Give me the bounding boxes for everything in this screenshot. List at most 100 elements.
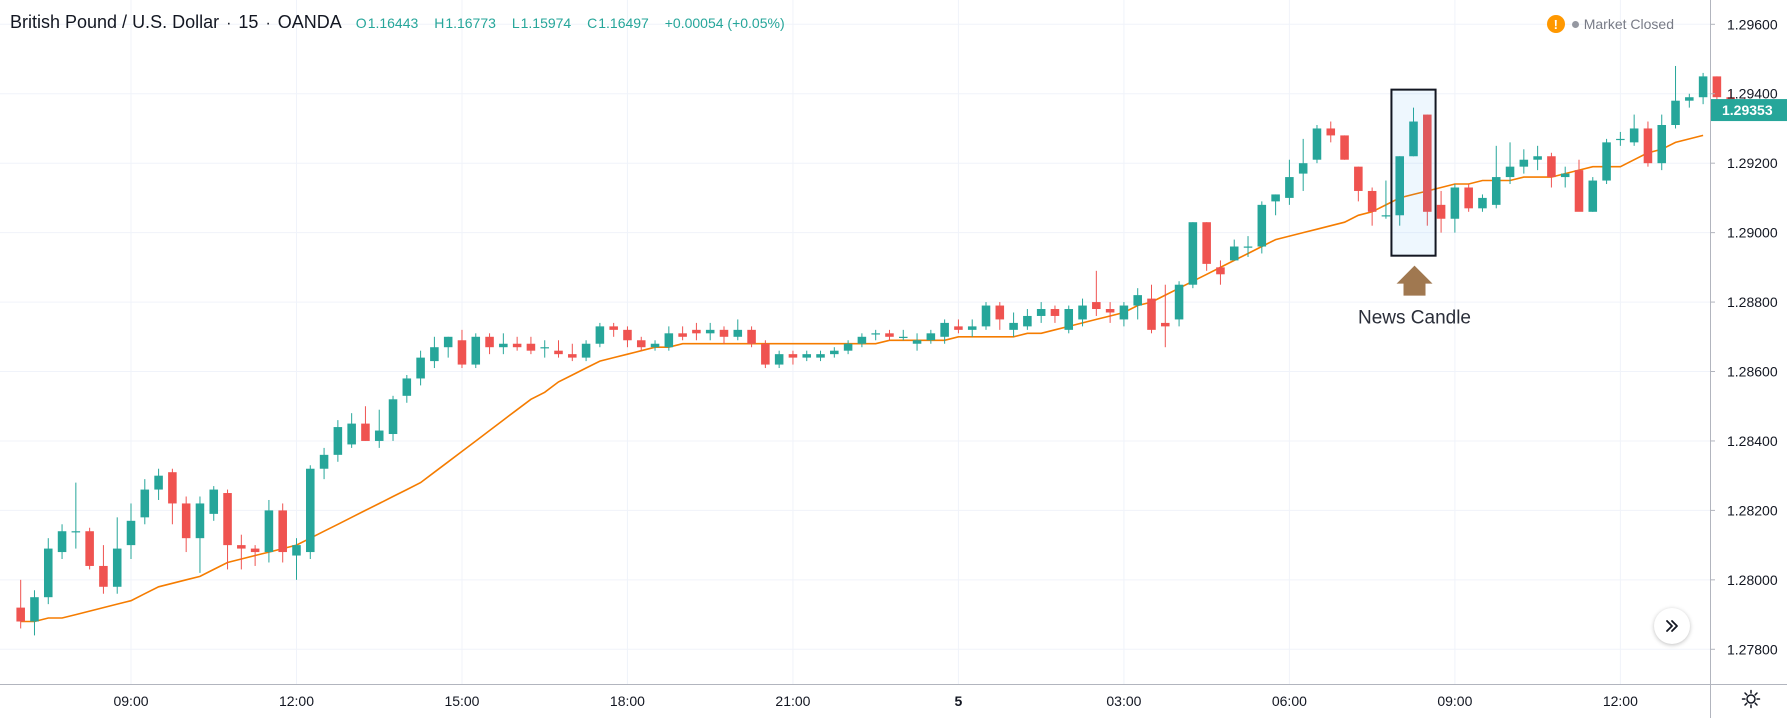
candle-body — [1367, 190, 1377, 212]
scroll-to-realtime-button[interactable] — [1654, 608, 1690, 644]
candle-bearish — [1105, 302, 1115, 323]
candle-bullish — [388, 395, 398, 441]
candle-body — [1216, 267, 1225, 275]
candle-body — [223, 493, 232, 546]
market-status-indicator[interactable]: ! Market Closed — [1546, 13, 1674, 35]
candle-bullish — [1602, 138, 1611, 185]
candle-body — [692, 329, 701, 334]
time-axis-label: 21:00 — [775, 693, 810, 709]
candle-body — [1657, 124, 1667, 164]
candle-body — [85, 531, 94, 566]
candle-body — [1326, 128, 1336, 136]
candle-bearish — [1464, 184, 1473, 212]
candle-bullish — [154, 468, 163, 500]
candle-body — [1712, 76, 1722, 98]
candle-body — [1602, 142, 1611, 181]
candle-bearish — [485, 333, 494, 355]
candle-body — [1616, 138, 1625, 141]
candle-bullish — [857, 333, 867, 348]
chart-settings-button[interactable] — [1738, 686, 1764, 712]
candle-bullish — [1409, 107, 1418, 157]
candle-bullish — [1271, 194, 1280, 216]
close-value: 1.16497 — [598, 15, 649, 31]
candle-body — [1298, 163, 1308, 174]
candle-body — [554, 350, 563, 355]
warning-icon[interactable]: ! — [1546, 15, 1565, 33]
candle-body — [1450, 187, 1460, 219]
candle-body — [898, 336, 908, 338]
candle-body — [705, 329, 715, 334]
candle-bullish — [1243, 236, 1253, 257]
candle-body — [871, 333, 880, 335]
candle-body — [664, 333, 674, 348]
price-axis-label: 1.29000 — [1727, 225, 1778, 241]
candle-body — [402, 378, 412, 396]
candle-body — [57, 531, 67, 553]
candle-bearish — [568, 343, 577, 362]
candle-bearish — [168, 468, 177, 525]
candle-bullish — [830, 347, 839, 358]
candle-body — [857, 336, 867, 344]
candle-bearish — [1050, 305, 1060, 323]
candle-bullish — [1478, 194, 1487, 212]
candle-bullish — [871, 329, 880, 341]
candle-body — [1698, 76, 1708, 98]
candle-bullish — [1395, 156, 1404, 226]
candle-bearish — [636, 336, 646, 351]
candle-bullish — [1616, 131, 1625, 146]
candle-bearish — [678, 326, 687, 341]
candle-bullish — [471, 333, 481, 369]
candle-body — [816, 354, 825, 358]
candle-body — [1119, 305, 1129, 320]
candle-body — [374, 430, 384, 441]
candle-bearish — [719, 326, 729, 344]
candle-body — [1354, 166, 1363, 191]
candle-body — [1147, 298, 1156, 330]
candle-body — [1312, 128, 1322, 160]
candle-body — [1078, 305, 1087, 320]
candle-body — [278, 510, 287, 553]
candle-bullish — [43, 538, 53, 605]
candle-bullish — [264, 499, 274, 563]
candle-bearish — [1326, 121, 1336, 143]
candle-bearish — [788, 350, 798, 365]
candle-bearish — [623, 326, 632, 348]
candle-body — [168, 472, 177, 504]
symbol-name[interactable]: British Pound / U.S. Dollar — [10, 12, 220, 32]
chart-grid — [0, 0, 1710, 684]
candle-body — [733, 329, 743, 337]
interval-label[interactable]: 15 — [238, 12, 259, 32]
candle-bearish — [1574, 159, 1584, 212]
candle-bullish — [126, 503, 136, 560]
candle-body — [1229, 246, 1239, 261]
candle-bullish — [1078, 298, 1087, 327]
candle-bullish — [1671, 65, 1680, 129]
candle-body — [333, 427, 343, 455]
candle-bullish — [443, 336, 453, 358]
candle-body — [1547, 156, 1556, 178]
candle-bullish — [499, 333, 508, 355]
symbol-legend: British Pound / U.S. Dollar · 15 · OANDA… — [10, 12, 797, 34]
price-axis-label: 1.28800 — [1727, 294, 1778, 310]
candle-body — [1574, 170, 1584, 212]
candle-body — [361, 423, 370, 441]
candle-body — [540, 347, 549, 349]
candle-body — [292, 545, 301, 556]
candle-bullish — [1133, 288, 1142, 320]
double-chevron-right-icon — [1666, 620, 1678, 632]
candle-body — [126, 520, 136, 546]
candle-bullish — [898, 329, 908, 341]
candle-body — [181, 503, 191, 539]
candle-bullish — [416, 350, 425, 386]
time-axis-label: 12:00 — [279, 693, 314, 709]
candle-body — [1629, 128, 1639, 143]
candle-body — [1161, 322, 1170, 327]
candle-body — [774, 354, 784, 365]
candle-bullish — [967, 319, 977, 337]
candle-body — [1560, 173, 1570, 178]
candle-body — [99, 565, 108, 587]
time-axis-label: 18:00 — [610, 693, 645, 709]
price-axis-label: 1.28200 — [1727, 502, 1778, 518]
